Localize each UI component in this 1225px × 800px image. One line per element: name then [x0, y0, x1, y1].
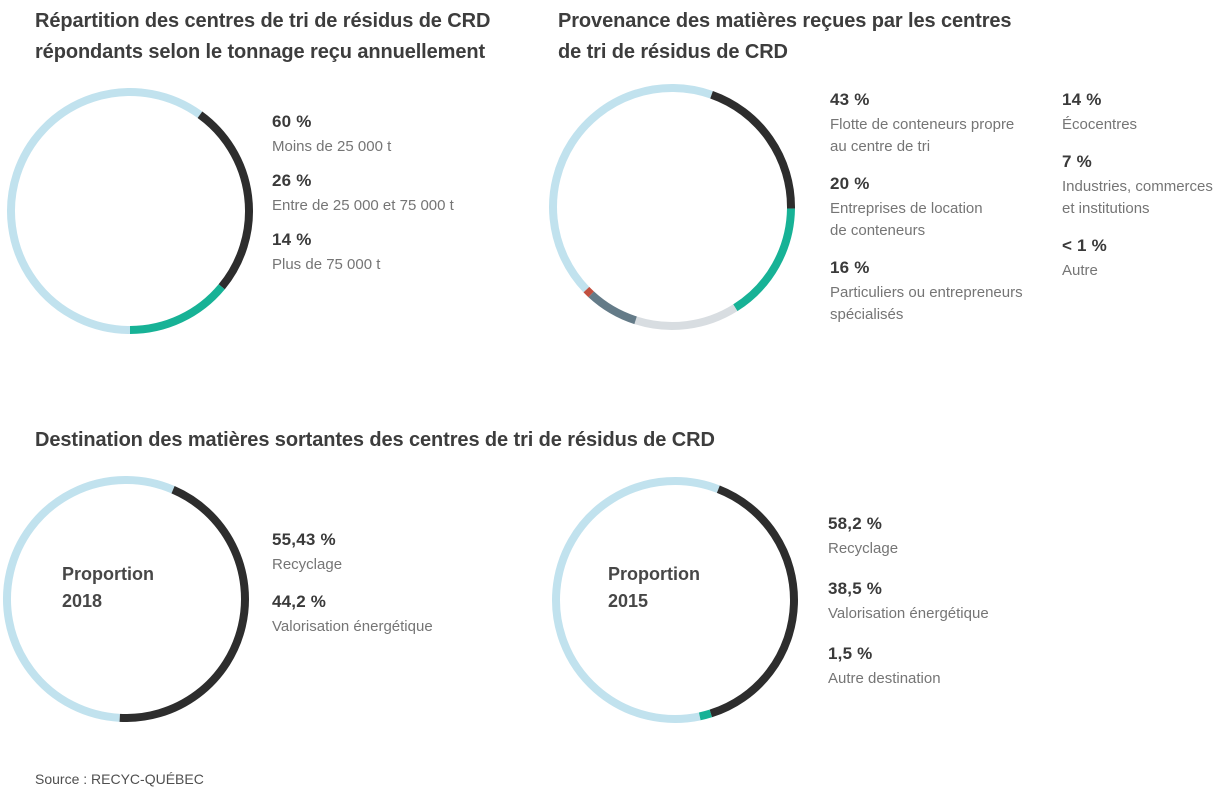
legend-value: 60 % — [272, 112, 312, 131]
legend-item: 44,2 % Valorisation énergétique — [272, 592, 542, 638]
legend-item: 7 % Industries, commerces et institution… — [1062, 152, 1225, 220]
legend-value: 43 % — [830, 90, 870, 109]
legend-item: 43 % Flotte de conteneurs propre au cent… — [830, 90, 1055, 158]
legend-value: 1,5 % — [828, 644, 873, 663]
chart-title-provenance: Provenance des matières reçues par les c… — [558, 10, 1012, 63]
donut-chart-tonnage — [7, 88, 253, 334]
legend-item: 60 % Moins de 25 000 t — [272, 112, 542, 158]
legend-provenance-col1: 43 % Flotte de conteneurs propre au cent… — [830, 90, 1055, 342]
legend-label: Autre destination — [828, 670, 941, 687]
donut-center-label-2018: Proportion 2018 — [62, 561, 154, 615]
center-label-line: Proportion — [608, 564, 700, 584]
donut-segment — [733, 208, 795, 312]
source-note: Source : RECYC-QUÉBEC — [35, 771, 204, 787]
donut-chart-destination-2015 — [552, 477, 798, 723]
chart-title-tonnage: Répartition des centres de tri de résidu… — [35, 10, 491, 63]
donut-segment — [634, 304, 738, 330]
donut-segment — [698, 709, 712, 721]
legend-label: Moins de 25 000 t — [272, 138, 392, 155]
donut-segment — [129, 284, 225, 334]
donut-chart-destination-2018 — [3, 476, 249, 722]
legend-value: < 1 % — [1062, 236, 1107, 255]
donut-segment — [588, 291, 637, 325]
legend-value: 16 % — [830, 258, 870, 277]
legend-item: 14 % Écocentres — [1062, 90, 1225, 136]
legend-value: 14 % — [1062, 90, 1102, 109]
legend-item: 55,43 % Recyclage — [272, 530, 542, 576]
center-label-year: 2018 — [62, 591, 103, 611]
legend-label: Recyclage — [272, 556, 343, 573]
legend-label: Entre de 25 000 et 75 000 t — [272, 197, 454, 214]
legend-item: 38,5 % Valorisation énergétique — [828, 579, 1098, 625]
legend-label: Industries, commerces et institutions — [1062, 178, 1213, 217]
legend-value: 26 % — [272, 171, 312, 190]
legend-tonnage: 60 % Moins de 25 000 t 26 % Entre de 25 … — [272, 112, 542, 289]
legend-item: 1,5 % Autre destination — [828, 644, 1098, 690]
legend-destination-2018: 55,43 % Recyclage 44,2 % Valorisation én… — [272, 530, 542, 654]
legend-item: 20 % Entreprises de location de conteneu… — [830, 174, 1055, 242]
legend-label: Écocentres — [1062, 116, 1138, 133]
legend-item: < 1 % Autre — [1062, 236, 1225, 282]
legend-item: 58,2 % Recyclage — [828, 514, 1098, 560]
donut-segment — [710, 90, 795, 209]
legend-label: Particuliers ou entrepreneurs spécialisé… — [830, 284, 1023, 323]
donut-segment — [552, 477, 720, 723]
legend-label: Recyclage — [828, 540, 899, 557]
legend-item: 16 % Particuliers ou entrepreneurs spéci… — [830, 258, 1055, 326]
donut-segment — [583, 286, 594, 298]
legend-value: 20 % — [830, 174, 870, 193]
donut-segment — [7, 88, 203, 334]
donut-center-label-2015: Proportion 2015 — [608, 561, 700, 615]
legend-item: 14 % Plus de 75 000 t — [272, 230, 542, 276]
legend-item: 26 % Entre de 25 000 et 75 000 t — [272, 171, 542, 217]
legend-label: Autre — [1062, 262, 1098, 279]
donut-segment — [709, 485, 798, 718]
legend-label: Flotte de conteneurs propre au centre de… — [830, 116, 1015, 155]
legend-label: Valorisation énergétique — [828, 605, 989, 622]
legend-value: 38,5 % — [828, 579, 883, 598]
center-label-line: Proportion — [62, 564, 154, 584]
legend-value: 58,2 % — [828, 514, 883, 533]
legend-value: 7 % — [1062, 152, 1092, 171]
section-title-destination: Destination des matières sortantes des c… — [35, 429, 715, 451]
legend-label: Entreprises de location de conteneurs — [830, 200, 983, 239]
donut-segment — [549, 84, 713, 293]
legend-provenance-col2: 14 % Écocentres 7 % Industries, commerce… — [1062, 90, 1225, 298]
center-label-year: 2015 — [608, 591, 649, 611]
donut-chart-provenance — [549, 84, 795, 330]
donut-segment — [119, 486, 249, 722]
donut-segment — [3, 476, 175, 722]
legend-destination-2015: 58,2 % Recyclage 38,5 % Valorisation éne… — [828, 514, 1098, 709]
legend-label: Plus de 75 000 t — [272, 256, 381, 273]
legend-value: 44,2 % — [272, 592, 327, 611]
donut-segment — [197, 111, 253, 290]
legend-value: 55,43 % — [272, 530, 336, 549]
legend-label: Valorisation énergétique — [272, 618, 433, 635]
legend-value: 14 % — [272, 230, 312, 249]
